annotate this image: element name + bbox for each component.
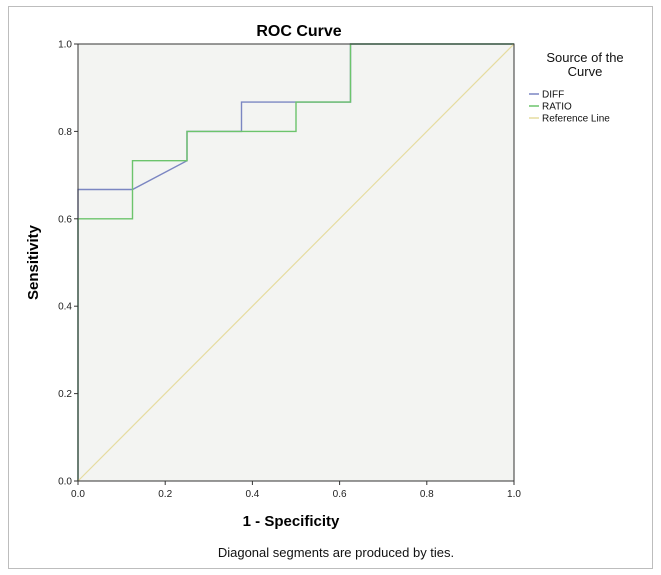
x-tick-label: 0.0 [71,489,85,500]
axis-layer: 0.0 0.2 0.4 0.6 0.8 1.0 0.0 0.2 0.4 0.6 0.8 1.0 [58,40,521,501]
plot-border [77,43,515,482]
x-tick-label: 0.6 [333,489,347,500]
y-tick-label: 0.0 [58,477,72,488]
y-tick-label: 0.2 [58,389,72,400]
legend-label: Reference Line [542,114,610,125]
legend-title-line-1: Source of the [546,50,623,65]
legend-label: DIFF [542,90,564,101]
x-tick-label: 0.4 [245,489,259,500]
footnote: Diagonal segments are produced by ties. [218,545,454,560]
legend-title-line-2: Curve [568,64,603,79]
chart-title: ROC Curve [256,23,341,40]
x-axis-title: 1 - Specificity [243,513,340,530]
y-tick-label: 0.8 [58,127,72,138]
y-tick-label: 0.4 [58,302,72,313]
x-tick-label: 0.8 [420,489,434,500]
series-layer [77,43,515,482]
series-line-ratio [77,43,514,481]
series-line-reference-line [77,43,515,482]
legend-label: RATIO [542,102,572,113]
y-tick-label: 0.6 [58,214,72,225]
y-axis-title: Sensitivity [25,224,42,300]
y-tick-label: 1.0 [58,40,72,51]
x-tick-label: 1.0 [507,489,521,500]
x-tick-label: 0.2 [158,489,172,500]
